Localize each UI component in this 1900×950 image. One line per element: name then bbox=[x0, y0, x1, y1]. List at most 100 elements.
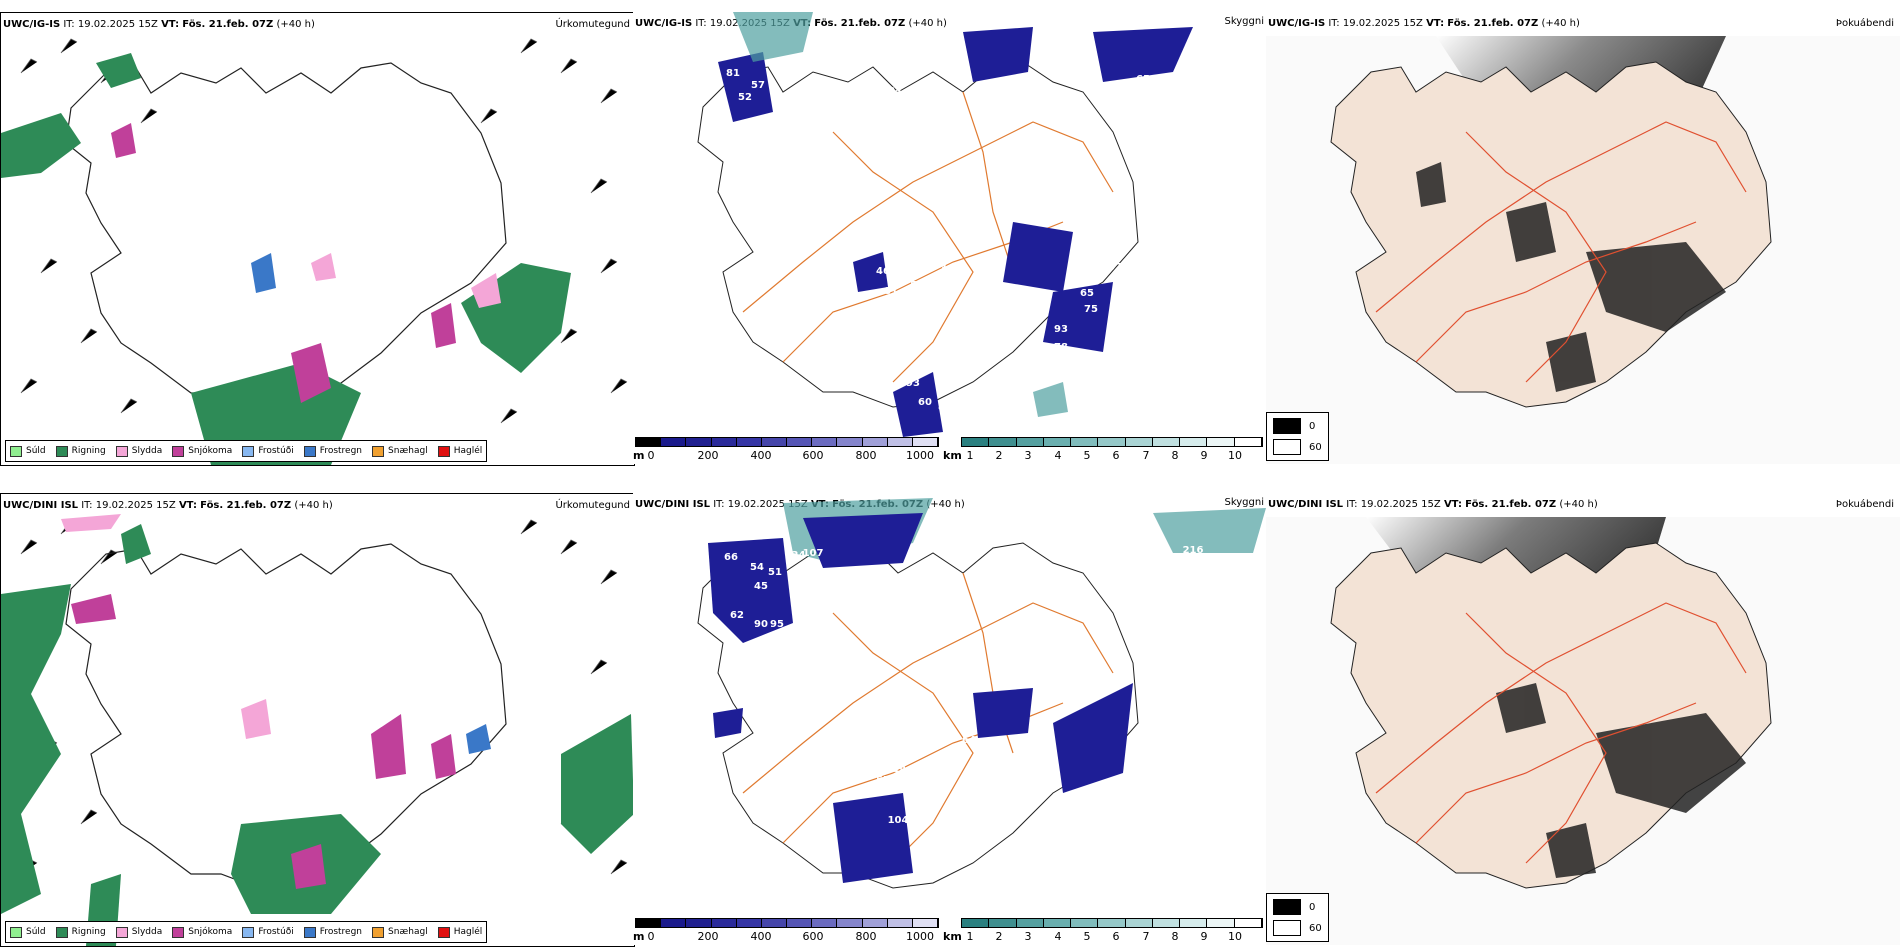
ceiling-value-label: 66 bbox=[980, 861, 994, 872]
ceiling-value-label: 102 bbox=[853, 905, 874, 916]
ceiling-value-label: 60 bbox=[918, 397, 932, 408]
ceiling-value-label: 63 bbox=[981, 877, 995, 888]
ceiling-value-label: 55 bbox=[876, 775, 890, 786]
ceiling-value-label: 76 bbox=[852, 571, 866, 582]
legend-item: Frostúði bbox=[242, 445, 294, 457]
ceiling-value-label: 90 bbox=[754, 619, 768, 630]
cbar-unit: km bbox=[943, 449, 962, 462]
frost-rain-areas bbox=[466, 724, 491, 754]
legend-swatch bbox=[172, 445, 185, 457]
ceiling-value-label: 95 bbox=[810, 905, 824, 916]
ceiling-panel-top: UWC/IG-IS IT: 19.02.2025 15Z VT: Fös. 21… bbox=[633, 12, 1266, 464]
ceiling-value-label: 87 bbox=[916, 52, 930, 63]
ceiling-labels: 8157526670951001179413473848687898765829… bbox=[701, 44, 1196, 413]
valid-time: Fös. 21.feb. 07Z bbox=[1465, 499, 1557, 510]
ceiling-value-label: 57 bbox=[1108, 262, 1122, 273]
valid-label: VT: bbox=[161, 19, 180, 30]
ceiling-value-label: 33 bbox=[701, 254, 715, 265]
sleet-areas bbox=[61, 514, 271, 739]
legend-item: Rigning bbox=[55, 926, 106, 938]
cbar-strip bbox=[635, 437, 939, 447]
precip-panel-top: UWC/IG-IS IT: 19.02.2025 15Z VT: Fös. 21… bbox=[0, 12, 635, 466]
init-time: IT: 19.02.2025 15Z bbox=[81, 500, 176, 511]
fog-map bbox=[1266, 517, 1900, 945]
ceiling-value-label: 54 bbox=[1108, 830, 1122, 841]
ceiling-value-label: 95 bbox=[962, 515, 976, 526]
fog-legend-row: 60 bbox=[1273, 439, 1322, 455]
ceiling-value-label: 134 bbox=[823, 182, 844, 193]
ceiling-value-label: 70 bbox=[748, 134, 762, 145]
init-time: IT: 19.02.2025 15Z bbox=[63, 19, 158, 30]
legend-item: Snæhagl bbox=[372, 445, 428, 457]
cbar-strip bbox=[635, 918, 939, 928]
ceiling-value-label: 43 bbox=[938, 905, 952, 916]
panel-type-label: Þokuábendi bbox=[1835, 499, 1894, 510]
legend-item: Snjókoma bbox=[172, 926, 232, 938]
ceiling-value-label: 116 bbox=[853, 611, 874, 622]
ceiling-value-label: 66 bbox=[724, 552, 738, 563]
ceiling-value-label: 86 bbox=[908, 62, 922, 73]
precip-panel-bottom: UWC/DINI ISL IT: 19.02.2025 15Z VT: Fös.… bbox=[0, 493, 635, 947]
snow-areas bbox=[111, 123, 456, 403]
fog-swatch bbox=[1273, 920, 1301, 936]
model-name: UWC/IG-IS bbox=[1268, 18, 1326, 29]
visibility-colorbar: km 1 2 3 4 5 6 7 8 9 10 bbox=[943, 918, 1263, 946]
legend-item: Snæhagl bbox=[372, 926, 428, 938]
ceiling-value-label: 75 bbox=[1084, 304, 1098, 315]
ceiling-value-label: 64 bbox=[962, 735, 976, 746]
legend-swatch bbox=[437, 445, 450, 457]
legend-swatch bbox=[115, 445, 128, 457]
ceiling-value-label: 83 bbox=[943, 569, 957, 580]
ceiling-value-label: 95 bbox=[770, 619, 784, 630]
ceiling-value-label: 106 bbox=[973, 232, 994, 243]
valid-label: VT: bbox=[1426, 18, 1445, 29]
legend-swatch bbox=[55, 445, 68, 457]
ceiling-value-label: 166 bbox=[1021, 296, 1042, 307]
iceland-outline bbox=[65, 62, 507, 409]
cbar-strip bbox=[961, 918, 1263, 928]
ceiling-value-label: 92 bbox=[1182, 90, 1196, 101]
lead-time: (+40 h) bbox=[908, 18, 947, 29]
valid-time: Fös. 21.feb. 07Z bbox=[814, 18, 906, 29]
vis-areas bbox=[733, 12, 1068, 417]
panel-title: UWC/IG-IS IT: 19.02.2025 15Z VT: Fös. 21… bbox=[3, 19, 315, 30]
legend-item: Frostregn bbox=[303, 445, 362, 457]
legend-swatch bbox=[242, 926, 255, 938]
ceiling-value-label: 87 bbox=[950, 52, 964, 63]
ceiling-value-label: 93 bbox=[906, 378, 920, 389]
ceiling-value-label: 124 bbox=[785, 550, 806, 561]
ceiling-value-label: 82 bbox=[1178, 60, 1192, 71]
ceiling-value-label: 112 bbox=[855, 597, 876, 608]
ceiling-value-label: 117 bbox=[811, 152, 832, 163]
fog-legend-row: 0 bbox=[1273, 899, 1322, 915]
fog-map bbox=[1266, 36, 1900, 464]
ceiling-value-label: 69 bbox=[1094, 270, 1108, 281]
panel-type-label: Úrkomutegund bbox=[555, 500, 630, 511]
valid-time: Fös. 21.feb. 07Z bbox=[1447, 18, 1539, 29]
ceiling-value-label: 120 bbox=[969, 809, 990, 820]
legend-swatch bbox=[115, 926, 128, 938]
ceiling-value-label: 81 bbox=[884, 286, 898, 297]
ceiling-value-label: 54 bbox=[910, 280, 924, 291]
legend-item: Snjókoma bbox=[172, 445, 232, 457]
precip-map bbox=[1, 38, 628, 465]
legend-item: Frostregn bbox=[303, 926, 362, 938]
ceiling-value-label: 87 bbox=[933, 562, 947, 573]
panel-type-label: Þokuábendi bbox=[1835, 18, 1894, 29]
panel-type-label: Skyggni bbox=[1224, 497, 1264, 508]
cbar-unit: m bbox=[633, 449, 645, 462]
rain-areas bbox=[1, 53, 571, 465]
sleet-areas bbox=[311, 253, 501, 308]
ceiling-value-label: 39 bbox=[1108, 813, 1122, 824]
ceiling-value-label: 57 bbox=[751, 80, 765, 91]
ceiling-value-label: 53 bbox=[1104, 845, 1118, 856]
fog-legend-row: 60 bbox=[1273, 920, 1322, 936]
iceland-outline bbox=[65, 543, 507, 890]
fog-patches bbox=[1496, 683, 1746, 878]
ceiling-value-label: 66 bbox=[866, 905, 880, 916]
ceiling-value-label: 66 bbox=[776, 116, 790, 127]
legend-item: Slydda bbox=[115, 445, 162, 457]
ceiling-value-label: 102 bbox=[949, 853, 970, 864]
